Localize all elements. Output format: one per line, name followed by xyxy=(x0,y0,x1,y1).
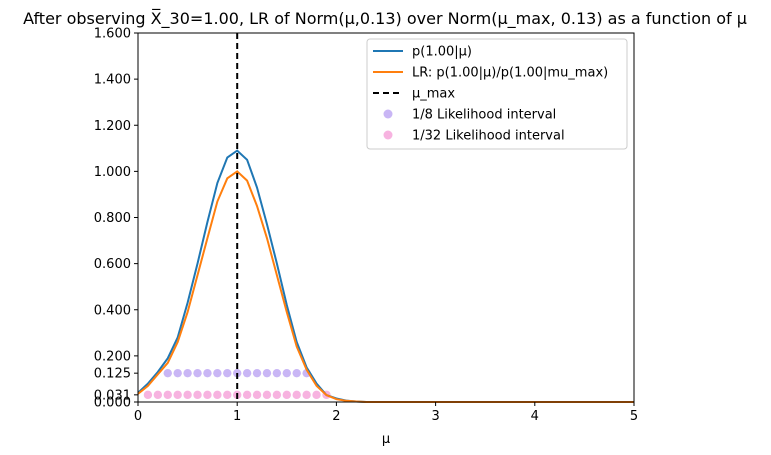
point-series-4 xyxy=(262,390,272,400)
point-series-4 xyxy=(282,390,291,400)
x-tick-label: 1 xyxy=(233,409,241,424)
point-series-3 xyxy=(292,368,301,378)
y-tick-label: 1.600 xyxy=(94,27,131,42)
series-line-0 xyxy=(137,149,634,403)
legend-label-0: p(1.00|μ) xyxy=(412,45,472,60)
chart-title: After observing X̅_30=1.00, LR of Norm(μ… xyxy=(23,9,747,29)
point-series-4 xyxy=(143,390,153,400)
y-tick-label: 1.400 xyxy=(94,73,131,88)
point-series-3 xyxy=(203,368,212,378)
point-series-4 xyxy=(242,390,252,400)
point-series-4 xyxy=(292,390,301,400)
point-series-3 xyxy=(193,368,202,378)
legend-marker-4 xyxy=(383,130,393,140)
point-series-4 xyxy=(173,390,182,400)
point-series-3 xyxy=(173,368,182,378)
point-series-3 xyxy=(242,368,252,378)
point-series-3 xyxy=(252,368,262,378)
point-series-3 xyxy=(272,368,282,378)
y-tick-label: 0.031 xyxy=(94,388,131,403)
x-tick-label: 0 xyxy=(134,409,142,424)
point-series-4 xyxy=(252,390,262,400)
legend-label-2: μ_max xyxy=(412,87,455,102)
x-tick-label: 4 xyxy=(531,409,539,424)
point-series-4 xyxy=(193,390,202,400)
point-series-3 xyxy=(223,368,232,378)
point-series-3 xyxy=(163,368,172,378)
legend-label-4: 1/32 Likelihood interval xyxy=(412,129,565,144)
point-series-3 xyxy=(262,368,272,378)
point-series-4 xyxy=(223,390,232,400)
point-series-4 xyxy=(312,390,321,400)
point-series-4 xyxy=(203,390,212,400)
x-tick-label: 2 xyxy=(332,409,340,424)
y-tick-label: 0.125 xyxy=(94,367,131,382)
point-series-3 xyxy=(183,368,192,378)
y-tick-label: 0.000 xyxy=(94,396,131,411)
legend: p(1.00|μ) LR: p(1.00|μ)/p(1.00|mu_max) μ_m… xyxy=(366,38,628,150)
legend-marker-3 xyxy=(383,109,393,119)
legend-box xyxy=(366,38,628,150)
y-tick-label: 0.600 xyxy=(94,257,131,272)
point-series-4 xyxy=(163,390,172,400)
y-tick-label: 1.000 xyxy=(94,165,131,180)
point-series-4 xyxy=(213,390,222,400)
y-tick-label: 0.400 xyxy=(94,303,131,318)
x-tick-label: 5 xyxy=(630,409,638,424)
x-tick-label: 3 xyxy=(431,409,439,424)
y-tick-label: 1.200 xyxy=(94,119,131,134)
x-axis-label: μ xyxy=(382,432,390,447)
point-series-3 xyxy=(282,368,291,378)
point-series-4 xyxy=(153,390,163,400)
point-series-4 xyxy=(302,390,311,400)
point-series-4 xyxy=(272,390,282,400)
point-series-4 xyxy=(183,390,192,400)
point-series-3 xyxy=(213,368,222,378)
y-tick-label: 0.800 xyxy=(94,211,131,226)
legend-label-1: LR: p(1.00|μ)/p(1.00|mu_max) xyxy=(412,66,608,81)
y-tick-label: 0.200 xyxy=(94,349,131,364)
legend-label-3: 1/8 Likelihood interval xyxy=(412,108,556,123)
